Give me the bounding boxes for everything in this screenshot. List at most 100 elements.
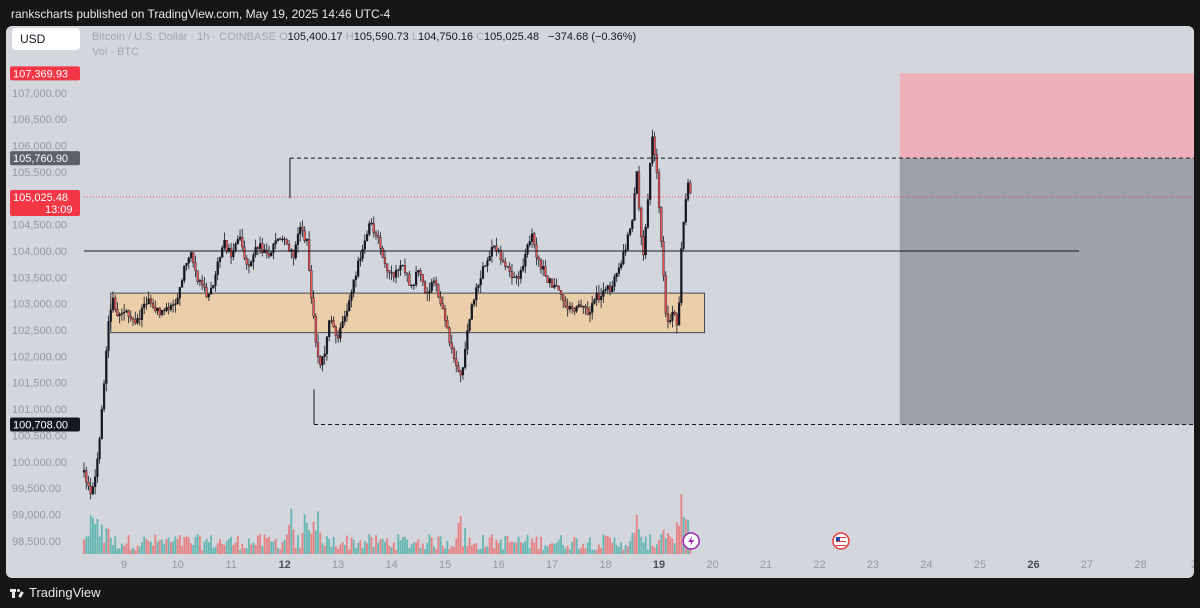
volume-bar [390,547,393,554]
candle-body [265,249,268,254]
volume-bar [515,542,518,554]
volume-bar [174,536,177,554]
volume-bar [355,548,357,554]
candle-body [131,318,135,320]
candle-body [417,270,420,273]
volume-bar [314,530,317,554]
volume-bar [453,547,455,554]
candle-body [359,258,362,262]
candle-body [542,266,545,270]
volume-bar [470,545,473,554]
volume-bar [372,546,375,554]
candle-body [134,319,137,324]
volume-bar [671,538,674,554]
candle-body [383,257,387,264]
tradingview-logo[interactable]: TradingView [10,585,101,600]
lightning-glyph [688,536,695,546]
volume-bar [620,542,623,554]
volume-bar [343,544,346,554]
volume-bar [216,542,219,554]
volume-bar [419,547,422,554]
volume-legend: Vol · BTC [92,46,140,58]
candle-body [615,273,618,277]
volume-bar [508,542,511,554]
candle-body [227,247,230,252]
candle-body [686,182,690,200]
flag-stripe [835,541,846,542]
volume-bar [615,544,618,554]
volume-bar [542,549,545,554]
volume-bar [546,546,549,554]
volume-bar [143,536,146,554]
volume-bar [658,540,660,554]
candle-body [116,309,119,317]
volume-bar [450,545,453,554]
candle-body [472,299,476,305]
candle-body [189,252,193,259]
volume-bar [361,548,364,554]
volume-bar [635,514,638,554]
candle-body [205,287,208,298]
candle-body [370,222,373,225]
candle-body [626,234,629,251]
volume-bar [384,541,386,554]
volume-bar [506,536,509,554]
candle-body [678,302,681,326]
volume-bar [187,537,190,554]
candle-body [129,316,132,320]
volume-bar [261,546,264,554]
candle-body [281,238,284,240]
volume-bar [629,540,631,554]
volume-bar [141,542,143,554]
candle-body [201,280,204,285]
volume-bar [332,536,335,554]
candle-body [332,320,335,328]
price-chart[interactable]: 98,500.00 99,000.00 99,500.00 100,000.00 100… [6,26,1194,578]
take-profit-zone [899,158,1194,425]
currency-button[interactable]: USD [12,28,80,50]
bottom-bar: TradingView [0,578,1200,608]
volume-bar [219,539,221,554]
candle-body [539,259,543,270]
candle-body [111,297,115,311]
candle-body [410,284,413,287]
candle-body [82,470,86,473]
volume-bar [490,534,493,554]
candle-body [588,312,592,315]
volume-bar [638,529,640,554]
candle-body [354,275,358,280]
volume-bar [462,546,464,554]
legend-high-label: H [345,31,354,43]
volume-bar [123,545,126,554]
candle-body [435,280,438,286]
flag-stripe [835,539,846,540]
volume-bar [230,536,233,554]
volume-bar [212,547,215,554]
candle-body [149,298,152,304]
y-tick-label: 105,500.00 [12,167,67,179]
candle-body [138,317,141,320]
volume-bar [350,537,353,554]
candle-body [533,233,536,245]
candle-body [446,320,449,329]
candle-body [441,303,444,310]
volume-bar [107,528,110,554]
candle-body [521,266,525,271]
candle-body [310,270,313,298]
candle-body [174,303,177,305]
candle-body [470,304,473,320]
volume-bar [203,541,206,554]
chart-frame[interactable]: 98,500.00 99,000.00 99,500.00 100,000.00 100… [6,26,1194,578]
volume-bar [196,534,199,554]
volume-bar [595,549,598,554]
volume-bar [602,534,605,554]
x-tick-label: 2 [1191,559,1194,571]
candle-body [448,327,451,343]
volume-bar [207,542,210,554]
candle-body [145,303,148,305]
volume-bar [305,522,308,554]
candle-body [98,438,101,460]
candle-body [406,272,409,275]
candle-body [537,257,540,261]
volume-bar [680,494,683,554]
